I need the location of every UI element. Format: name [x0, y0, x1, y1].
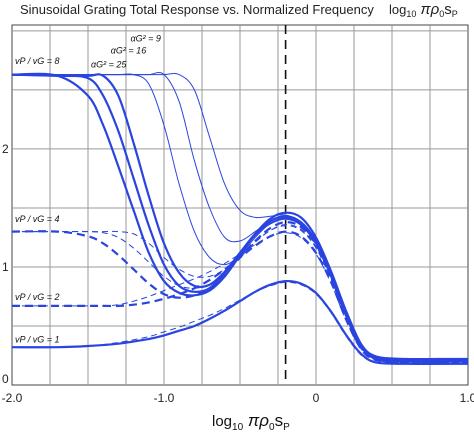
- chart-title: Sinusoidal Grating Total Response vs. No…: [20, 2, 374, 17]
- annotation-label: vP / vG = 8: [15, 56, 59, 66]
- x-axis-label: log10 πρ0sP: [212, 411, 290, 433]
- series-line-11: [11, 232, 469, 364]
- chart-title-right: log10 πρ0sP: [389, 1, 458, 19]
- series-group: [11, 72, 469, 365]
- x-tick-label: 0: [313, 391, 320, 405]
- x-tick-label: 1.0: [460, 391, 474, 405]
- y-tick-label: 2: [2, 142, 9, 156]
- tick-labels: -2.0 -1.0 0 1.0 0 1 2: [2, 142, 474, 405]
- annotation-label: αG² = 16: [111, 45, 146, 55]
- y-tick-label: 0: [2, 372, 9, 386]
- annotation-label: vP / vG = 4: [15, 214, 59, 224]
- y-tick-label: 1: [2, 260, 9, 274]
- x-tick-label: -2.0: [2, 391, 23, 405]
- annotation-label: αG² = 9: [131, 34, 161, 44]
- x-tick-label: -1.0: [154, 391, 175, 405]
- annotation-label: vP / vG = 2: [15, 292, 59, 302]
- annotation-label: vP / vG = 1: [15, 335, 59, 345]
- annotations: vP / vG = 8 vP / vG = 4 vP / vG = 2 vP / vG…: [15, 34, 161, 345]
- annotation-label: αG² = 25: [91, 59, 127, 69]
- grid: [11, 24, 469, 386]
- series-line-13: [11, 281, 469, 365]
